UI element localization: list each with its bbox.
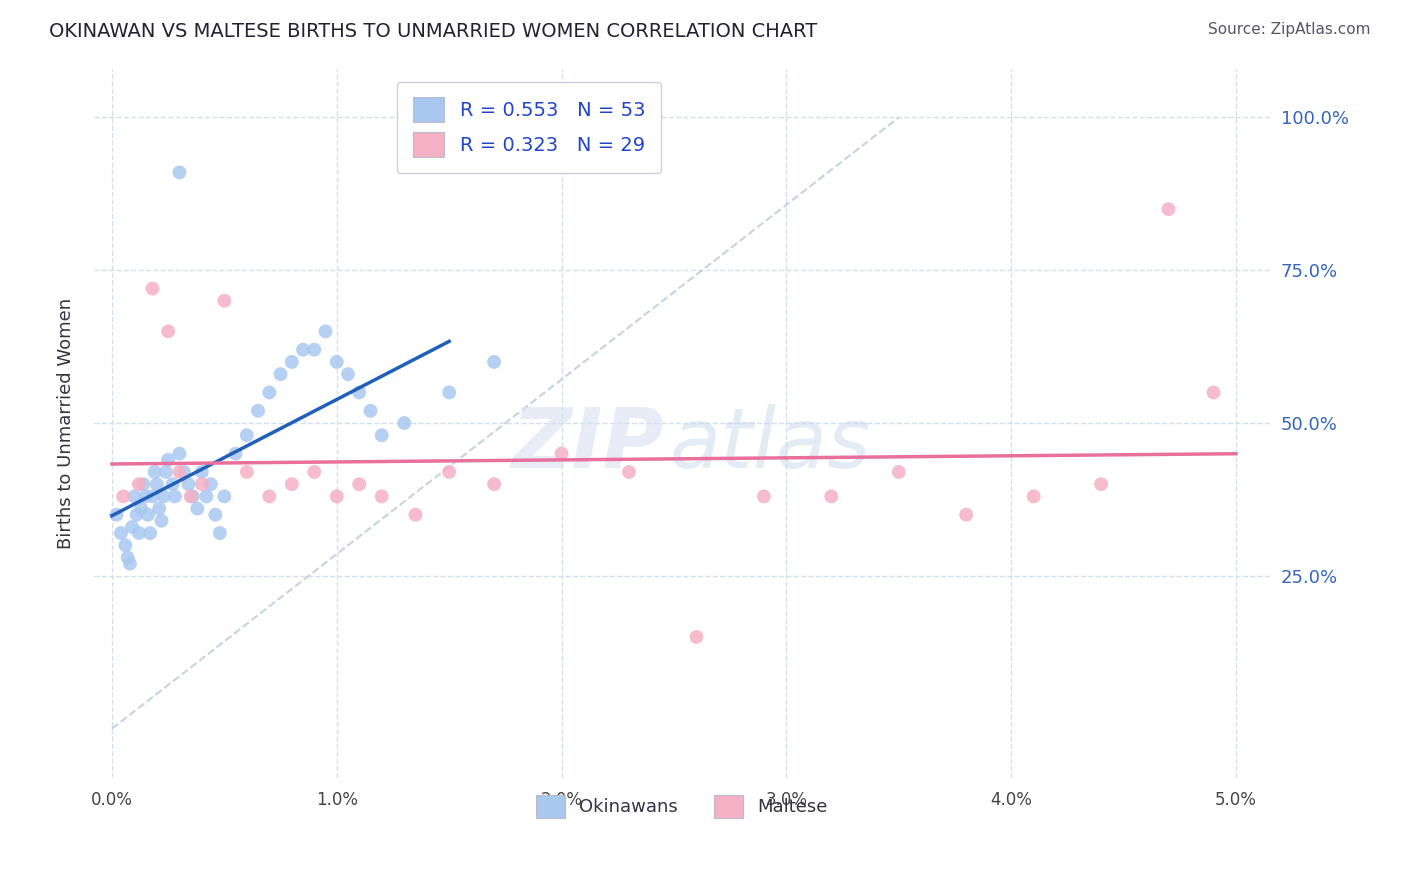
Text: OKINAWAN VS MALTESE BIRTHS TO UNMARRIED WOMEN CORRELATION CHART: OKINAWAN VS MALTESE BIRTHS TO UNMARRIED … bbox=[49, 22, 817, 41]
Point bbox=[820, 489, 842, 503]
Point bbox=[132, 477, 155, 491]
Point bbox=[1202, 385, 1225, 400]
Point bbox=[128, 526, 150, 541]
Point bbox=[191, 465, 214, 479]
Text: atlas: atlas bbox=[671, 404, 872, 485]
Point bbox=[887, 465, 910, 479]
Point bbox=[148, 501, 170, 516]
Point bbox=[118, 557, 141, 571]
Point bbox=[195, 489, 218, 503]
Point bbox=[186, 501, 208, 516]
Point bbox=[404, 508, 426, 522]
Legend: Okinawans, Maltese: Okinawans, Maltese bbox=[529, 788, 835, 825]
Point bbox=[150, 514, 173, 528]
Point bbox=[117, 550, 139, 565]
Point bbox=[157, 324, 180, 338]
Point bbox=[129, 501, 152, 516]
Point bbox=[180, 489, 202, 503]
Point bbox=[550, 447, 572, 461]
Point bbox=[162, 477, 184, 491]
Point bbox=[347, 477, 370, 491]
Point bbox=[143, 465, 166, 479]
Point bbox=[214, 293, 236, 308]
Point bbox=[281, 355, 304, 369]
Point bbox=[304, 343, 326, 357]
Point bbox=[359, 404, 381, 418]
Point bbox=[437, 385, 460, 400]
Point bbox=[337, 367, 360, 381]
Point bbox=[139, 526, 162, 541]
Point bbox=[392, 416, 415, 430]
Point bbox=[370, 489, 392, 503]
Point bbox=[181, 489, 204, 503]
Point bbox=[1022, 489, 1045, 503]
Point bbox=[155, 465, 177, 479]
Point bbox=[270, 367, 292, 381]
Point bbox=[152, 489, 174, 503]
Point bbox=[259, 489, 281, 503]
Point bbox=[225, 447, 247, 461]
Point bbox=[617, 465, 640, 479]
Point bbox=[482, 477, 505, 491]
Point bbox=[292, 343, 315, 357]
Point bbox=[110, 526, 132, 541]
Point bbox=[236, 465, 259, 479]
Point bbox=[208, 526, 231, 541]
Point bbox=[169, 465, 191, 479]
Point bbox=[136, 508, 159, 522]
Point bbox=[157, 452, 180, 467]
Point bbox=[685, 630, 707, 644]
Point bbox=[247, 404, 270, 418]
Point bbox=[304, 465, 326, 479]
Point bbox=[259, 385, 281, 400]
Text: ZIP: ZIP bbox=[512, 404, 664, 485]
Point bbox=[236, 428, 259, 442]
Point bbox=[752, 489, 775, 503]
Point bbox=[214, 489, 236, 503]
Point bbox=[141, 282, 163, 296]
Point bbox=[204, 508, 226, 522]
Point bbox=[177, 477, 200, 491]
Point bbox=[370, 428, 392, 442]
Point bbox=[1090, 477, 1112, 491]
Point bbox=[135, 489, 157, 503]
Point bbox=[326, 355, 349, 369]
Point bbox=[141, 489, 163, 503]
Point bbox=[955, 508, 977, 522]
Point bbox=[326, 489, 349, 503]
Point bbox=[112, 489, 135, 503]
Point bbox=[191, 477, 214, 491]
Point bbox=[169, 447, 191, 461]
Point bbox=[482, 355, 505, 369]
Y-axis label: Births to Unmarried Women: Births to Unmarried Women bbox=[58, 297, 75, 549]
Point bbox=[124, 489, 146, 503]
Text: Source: ZipAtlas.com: Source: ZipAtlas.com bbox=[1208, 22, 1371, 37]
Point bbox=[347, 385, 370, 400]
Point bbox=[121, 520, 143, 534]
Point bbox=[169, 165, 191, 179]
Point bbox=[128, 477, 150, 491]
Point bbox=[200, 477, 222, 491]
Point bbox=[437, 465, 460, 479]
Point bbox=[1157, 202, 1180, 216]
Point bbox=[146, 477, 169, 491]
Point bbox=[315, 324, 337, 338]
Point bbox=[281, 477, 304, 491]
Point bbox=[163, 489, 186, 503]
Point bbox=[114, 538, 136, 552]
Point bbox=[125, 508, 148, 522]
Point bbox=[173, 465, 195, 479]
Point bbox=[105, 508, 128, 522]
